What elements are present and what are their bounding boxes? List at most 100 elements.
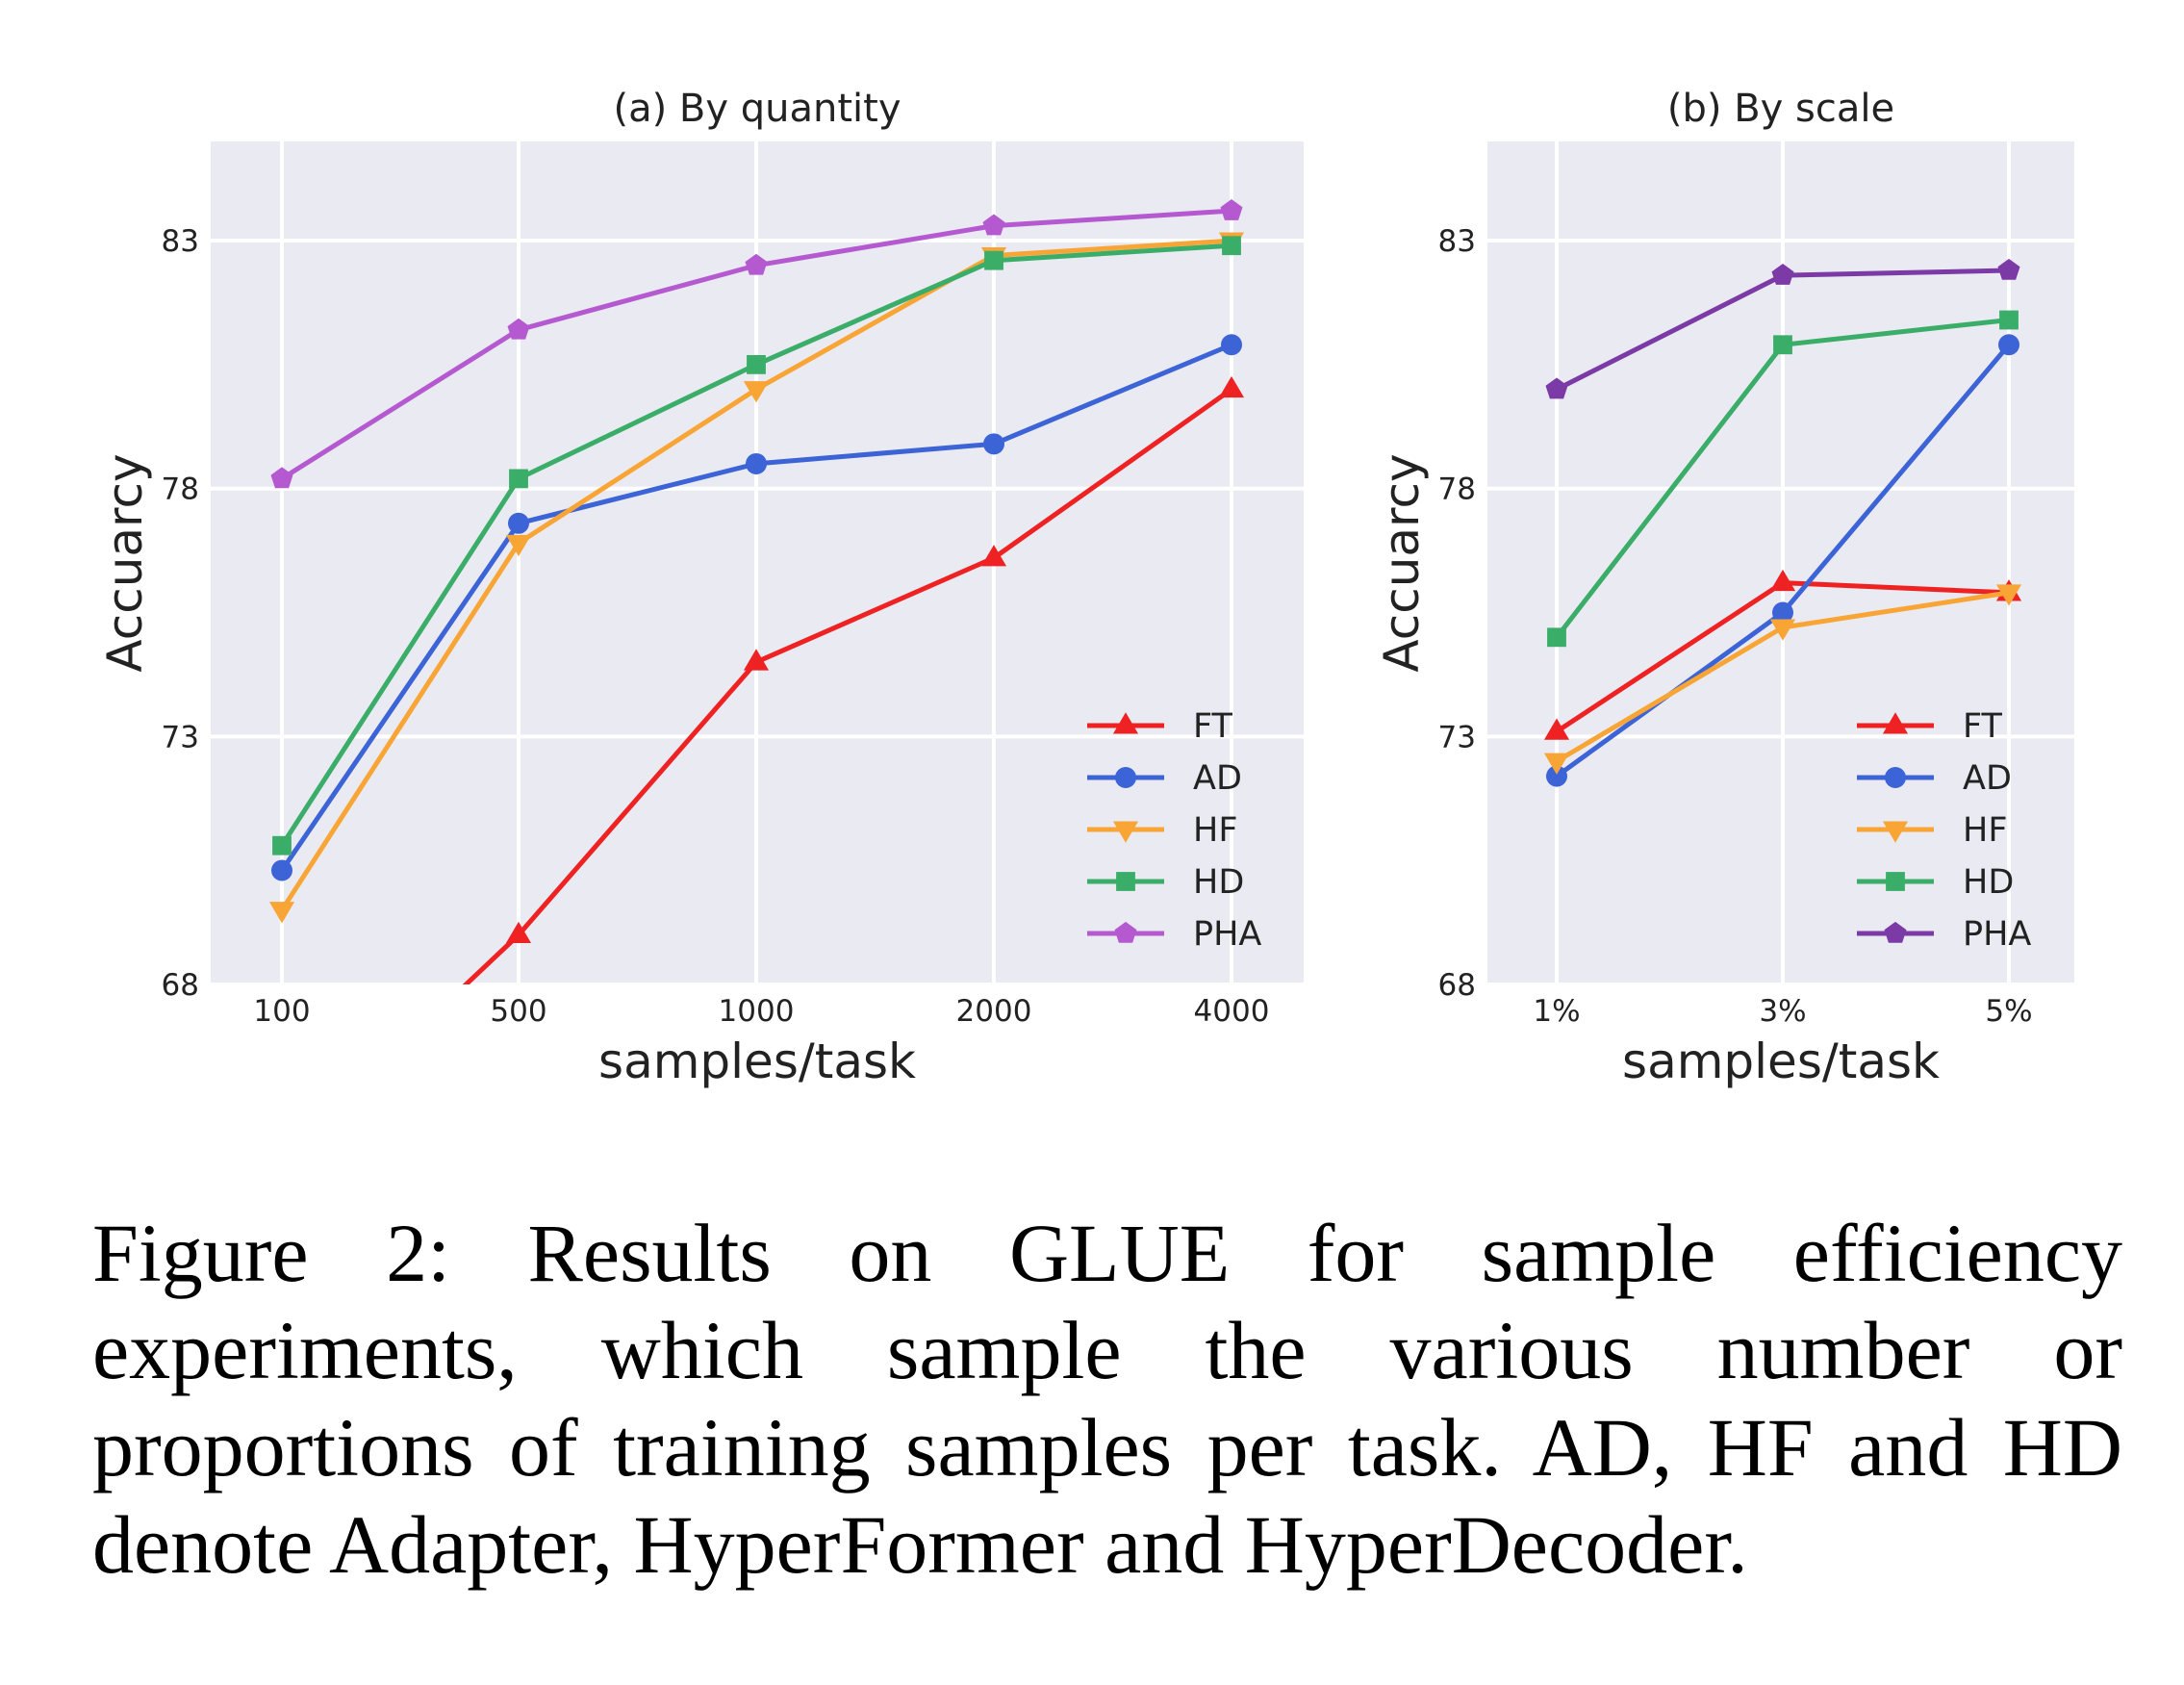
legend-marker-hf <box>1112 821 1139 843</box>
legend-marker-ft <box>1882 712 1909 734</box>
chart-panel-by-scale: (b) By scale 68 73 78 83 1% 3% 5% samples/task Ac… <box>1374 87 2074 1089</box>
x-axis-label: samples/task <box>598 1034 916 1089</box>
data-point-ad-500 <box>508 512 529 534</box>
y-tick-label: 68 <box>162 968 199 1003</box>
legend-item-pha: PHA <box>1087 915 1261 954</box>
legend-label-hf: HF <box>1963 811 2007 850</box>
data-point-pha-1pct <box>1545 377 1568 399</box>
legend-label-ft: FT <box>1963 707 2003 746</box>
data-point-ad-4000 <box>1221 334 1242 356</box>
data-point-pha-1000 <box>745 253 768 275</box>
chart-title: (a) By quantity <box>613 87 901 131</box>
data-point-ft-100 <box>269 1145 294 1166</box>
data-point-hd-3pct <box>1773 335 1792 355</box>
series-hf <box>1543 584 2022 775</box>
legend-marker-hf <box>1882 821 1909 843</box>
x-tick-label-1000: 1000 <box>719 994 795 1029</box>
plot-area <box>268 199 1245 1166</box>
legend-label-pha: PHA <box>1193 915 1261 954</box>
data-point-ft-500 <box>505 921 532 943</box>
legend-marker-ad <box>1885 767 1906 788</box>
chart-title: (b) By scale <box>1667 87 1894 131</box>
data-point-hf-5pct <box>1995 584 2022 606</box>
data-point-hf-500 <box>505 534 532 557</box>
data-point-hd-1000 <box>747 354 766 374</box>
chart-panel-by-quantity: (a) By quantity 68 73 78 83 100 500 1000 2000 400… <box>97 87 1304 1166</box>
legend-item-pha: PHA <box>1857 915 2031 954</box>
series-hd <box>1547 310 2019 648</box>
data-point-ad-2000 <box>983 433 1004 455</box>
data-point-hd-500 <box>509 469 528 489</box>
gridlines <box>1487 141 2074 986</box>
y-tick-label: 68 <box>1438 968 1476 1003</box>
data-point-pha-100 <box>270 467 293 489</box>
y-axis-label: Accuarcy <box>1374 453 1430 672</box>
legend-marker-ft <box>1112 712 1139 734</box>
data-point-ft-2000 <box>980 545 1007 567</box>
legend: FT AD HF HD PHA <box>1087 707 1261 954</box>
data-point-hd-1pct <box>1547 627 1566 648</box>
gridlines <box>211 141 1304 986</box>
data-point-pha-3pct <box>1771 264 1794 285</box>
data-point-hf-100 <box>268 902 295 924</box>
data-point-ft-3pct <box>1769 569 1796 592</box>
legend-label-ad: AD <box>1963 759 2012 798</box>
data-point-ad-1000 <box>746 452 767 474</box>
x-tick-label-500: 500 <box>490 994 546 1029</box>
legend-label-hd: HD <box>1193 863 1244 902</box>
data-point-hd-2000 <box>984 250 1003 270</box>
data-point-hd-100 <box>272 835 292 855</box>
y-tick-label: 78 <box>162 472 199 507</box>
data-point-hf-1000 <box>743 381 770 403</box>
data-point-ad-5pct <box>1998 334 2019 356</box>
legend-marker-hd <box>1116 872 1135 891</box>
data-point-pha-500 <box>507 318 530 340</box>
x-tick-label-2000: 2000 <box>956 994 1032 1029</box>
plot-area <box>1543 258 2022 787</box>
data-point-ft-4000 <box>1218 375 1245 398</box>
series-ad <box>271 334 1242 881</box>
data-point-ad-3pct <box>1772 601 1793 624</box>
series-ad <box>1546 334 2019 787</box>
y-tick-label: 83 <box>1438 224 1476 259</box>
y-tick-label: 78 <box>1438 472 1476 507</box>
y-axis-label: Accuarcy <box>97 453 153 672</box>
figure-caption: Figure 2: Results on GLUE for sample eff… <box>92 1207 2122 1591</box>
legend-label-hf: HF <box>1193 811 1237 850</box>
data-point-hf-1pct <box>1543 753 1570 775</box>
legend-item-ad: AD <box>1857 759 2012 798</box>
legend-item-hd: HD <box>1857 863 2014 902</box>
data-point-pha-2000 <box>982 214 1005 236</box>
legend-item-hf: HF <box>1857 811 2007 850</box>
legend-marker-pha <box>1114 921 1137 943</box>
legend-marker-hd <box>1886 872 1905 891</box>
legend-label-ad: AD <box>1193 759 1242 798</box>
series-pha <box>270 199 1243 489</box>
legend-label-ft: FT <box>1193 707 1233 746</box>
x-tick-label-1pct: 1% <box>1533 994 1580 1029</box>
data-point-hd-4000 <box>1222 236 1241 256</box>
y-tick-label: 73 <box>1438 720 1476 754</box>
x-tick-label-4000: 4000 <box>1194 994 1270 1029</box>
x-axis-label: samples/task <box>1622 1034 1940 1089</box>
x-tick-label-3pct: 3% <box>1759 994 1806 1029</box>
data-point-hf-3pct <box>1769 619 1796 641</box>
data-point-ft-1000 <box>743 649 770 671</box>
series-hd <box>272 236 1241 855</box>
series-pha <box>1545 258 2020 399</box>
data-point-hd-5pct <box>1999 310 2019 330</box>
legend-item-hf: HF <box>1087 811 1237 850</box>
series-ft <box>269 375 1245 1166</box>
legend-item-ad: AD <box>1087 759 1242 798</box>
legend: FT AD HF HD PHA <box>1857 707 2031 954</box>
data-point-ad-100 <box>271 859 292 881</box>
x-tick-label-5pct: 5% <box>1985 994 2032 1029</box>
x-tick-label-100: 100 <box>253 994 310 1029</box>
y-tick-label: 73 <box>162 720 199 754</box>
legend-item-hd: HD <box>1087 863 1244 902</box>
data-point-ft-1pct <box>1543 718 1570 740</box>
legend-item-ft: FT <box>1857 707 2003 746</box>
legend-label-hd: HD <box>1963 863 2014 902</box>
legend-item-ft: FT <box>1087 707 1233 746</box>
